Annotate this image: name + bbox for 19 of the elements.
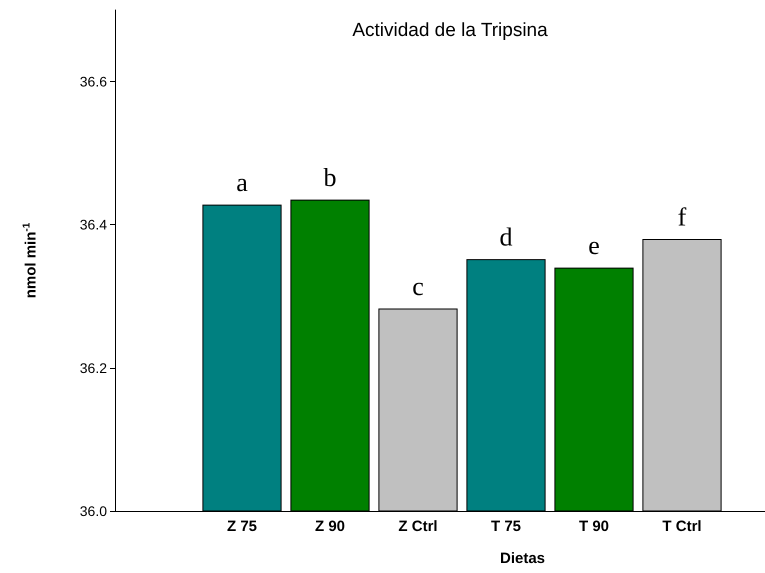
annotation: e [588, 231, 600, 260]
y-axis-title: nmol min-1 [22, 222, 40, 298]
x-tick-label: Z 75 [226, 518, 258, 535]
y-tick-label: 36.2 [80, 360, 108, 376]
x-tick-label: T 90 [578, 518, 610, 535]
annotation: b [324, 163, 336, 192]
y-tick-label: 36.0 [80, 503, 108, 519]
annotation: c [412, 272, 424, 301]
y-tick-label: 36.4 [80, 216, 108, 233]
x-tick-label: T Ctrl [662, 518, 702, 535]
y-tick-label: 36.6 [80, 74, 108, 90]
x-tick-label: T 75 [490, 518, 522, 535]
annotation: f [678, 202, 687, 232]
x-tick-label: Z Ctrl [398, 518, 438, 535]
x-tick-label: Z 90 [314, 518, 346, 535]
x-axis-title: Dietas [500, 550, 546, 567]
text: Actividad de la Tripsina [352, 20, 548, 41]
annotation: d [500, 222, 512, 252]
annotation: a [236, 168, 248, 198]
